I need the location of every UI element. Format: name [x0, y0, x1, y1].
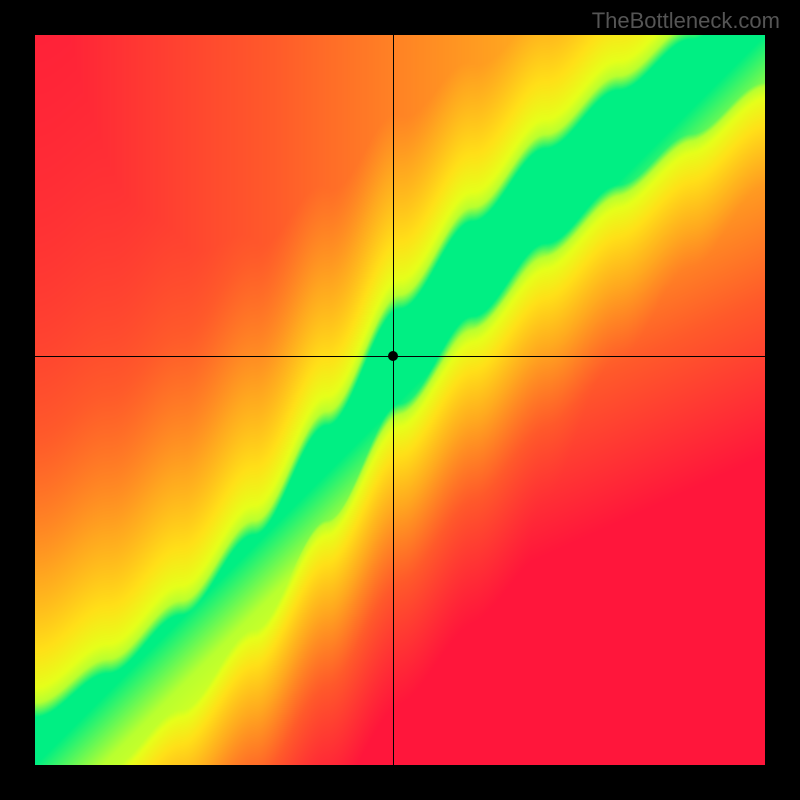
watermark-text: TheBottleneck.com	[592, 8, 780, 34]
crosshair-vertical	[393, 35, 394, 765]
crosshair-horizontal	[35, 356, 765, 357]
plot-area	[35, 35, 765, 765]
heatmap-canvas	[35, 35, 765, 765]
marker-dot	[388, 351, 398, 361]
